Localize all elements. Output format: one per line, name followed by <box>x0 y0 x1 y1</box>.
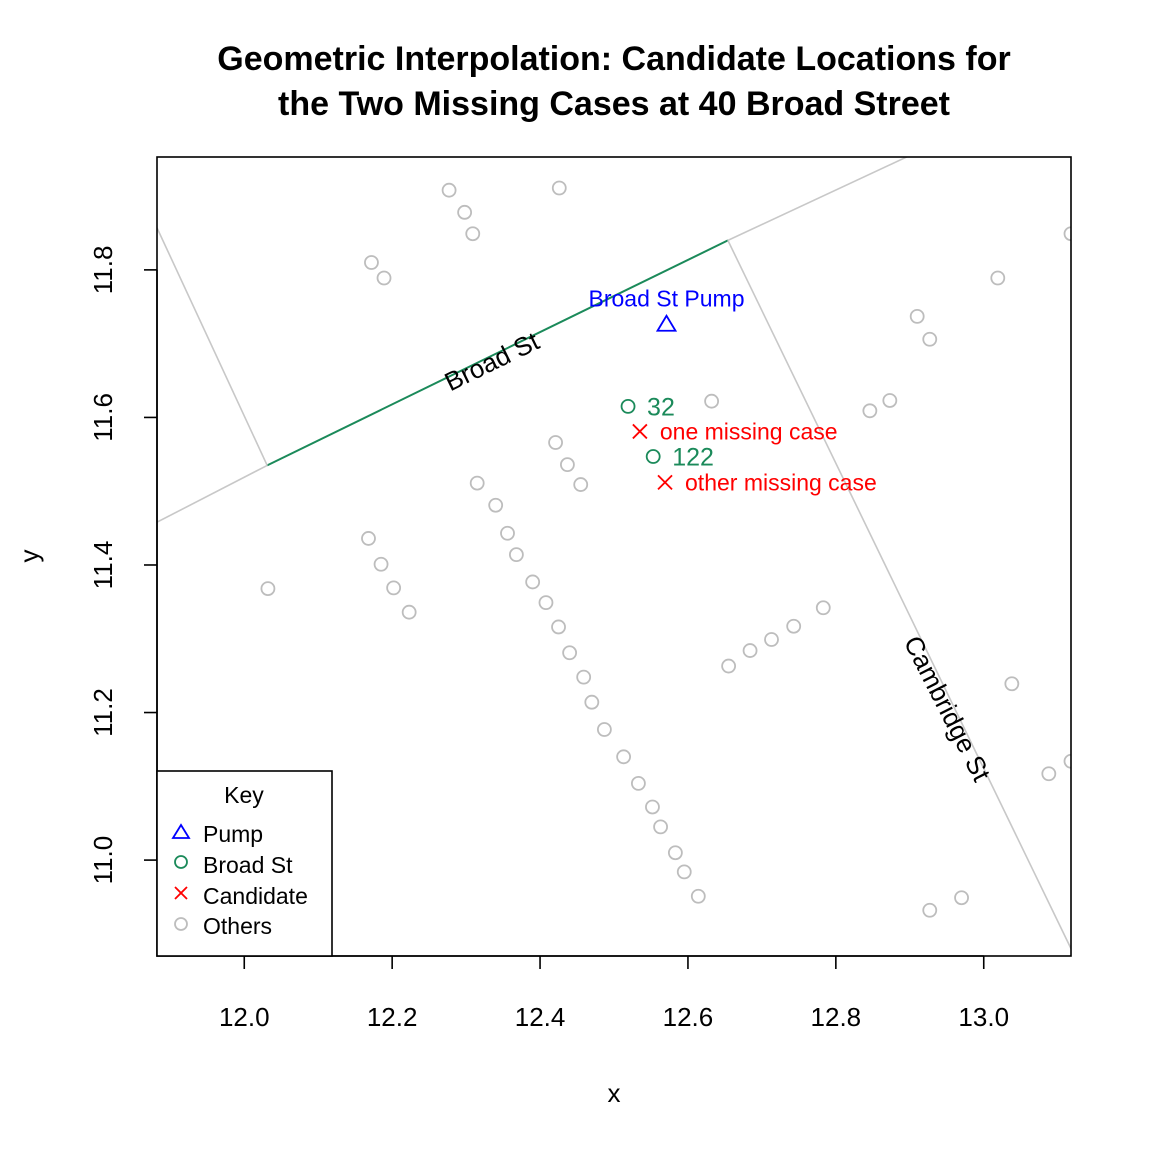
legend-title: Key <box>224 782 264 808</box>
other-case-point <box>1063 753 1071 769</box>
candidate-marker <box>632 423 648 440</box>
other-case-point <box>1041 766 1057 782</box>
other-case-point <box>631 775 646 791</box>
legend: Key Pump Broad St Candidate Others <box>156 770 333 957</box>
pump-marker <box>655 313 678 332</box>
candidate-label: other missing case <box>685 469 877 495</box>
street-segment-1 <box>157 464 268 523</box>
x-tick-label: 12.4 <box>515 1002 566 1032</box>
other-case-point <box>922 331 938 347</box>
other-case-point <box>815 600 831 616</box>
legend-entry-pump: Pump <box>203 821 263 847</box>
y-tick-label: 11.4 <box>88 541 118 590</box>
broad-st-case-point <box>620 398 636 414</box>
x-axis: 12.0 12.2 12.4 12.6 12.8 13.0 <box>219 955 1009 1032</box>
other-case-point <box>653 819 668 835</box>
other-case-point <box>525 574 541 590</box>
other-case-point <box>562 645 578 661</box>
other-case-point <box>954 890 969 906</box>
legend-broad-st-icon <box>174 855 188 869</box>
x-tick-label: 12.8 <box>811 1002 862 1032</box>
other-case-point <box>596 722 612 737</box>
pump-label: Broad St Pump <box>589 286 745 312</box>
broad-st-case-point <box>645 449 661 464</box>
other-case-point <box>538 595 554 611</box>
y-tick-label: 11.2 <box>88 688 118 737</box>
legend-candidate-icon <box>174 886 188 900</box>
other-case-point <box>676 864 692 880</box>
x-tick-label: 13.0 <box>958 1002 1009 1032</box>
other-case-point <box>364 255 379 270</box>
other-case-point <box>742 643 758 658</box>
other-case-point <box>386 580 402 596</box>
candidate-label: one missing case <box>660 418 838 444</box>
x-tick-label: 12.2 <box>367 1002 418 1032</box>
y-axis-label: y <box>14 550 44 563</box>
other-case-point <box>882 393 898 408</box>
other-case-point <box>401 604 417 620</box>
street-segment-3 <box>157 227 268 466</box>
x-tick-label: 12.0 <box>219 1002 270 1032</box>
other-case-point <box>922 902 938 918</box>
y-tick-label: 11.8 <box>88 246 118 295</box>
legend-pump-icon <box>171 823 191 839</box>
legend-entry-candidate: Candidate <box>203 883 308 909</box>
y-axis: 11.0 11.2 11.4 11.6 11.8 <box>88 246 158 885</box>
other-case-point <box>576 669 592 685</box>
other-case-point <box>260 581 276 596</box>
chart-title-line-2: the Two Missing Cases at 40 Broad Street <box>278 85 950 123</box>
x-axis-label: x <box>608 1078 621 1108</box>
other-case-point <box>465 226 481 242</box>
other-case-point <box>551 619 566 635</box>
other-case-point <box>616 749 632 765</box>
other-case-point <box>584 694 600 710</box>
others-layer <box>260 180 1071 918</box>
other-case-point <box>862 403 878 419</box>
other-case-point <box>690 888 706 904</box>
other-case-point <box>548 435 563 450</box>
other-case-point <box>500 525 515 541</box>
street-segment-4 <box>727 240 1071 949</box>
chart-title-line-1: Geometric Interpolation: Candidate Locat… <box>217 40 1010 78</box>
other-case-point <box>645 799 660 815</box>
legend-others-icon <box>174 917 188 931</box>
other-case-point <box>704 393 720 409</box>
street-label-1: Cambridge St <box>898 631 997 787</box>
other-case-point <box>764 632 779 647</box>
other-case-point <box>990 270 1006 286</box>
legend-entry-broad-st: Broad St <box>203 852 293 878</box>
other-case-point <box>457 204 473 220</box>
street-segment-0 <box>266 239 729 467</box>
broad-st-case-label: 122 <box>672 444 714 472</box>
other-case-point <box>786 618 802 634</box>
y-tick-label: 11.6 <box>88 393 118 442</box>
other-case-point <box>1004 676 1020 692</box>
other-case-point <box>373 556 389 572</box>
candidate-marker <box>657 474 673 490</box>
broad-st-case-label: 32 <box>647 393 675 421</box>
other-case-point <box>508 547 524 563</box>
other-case-point <box>560 457 575 473</box>
other-case-point <box>469 475 485 491</box>
legend-entry-others: Others <box>203 913 272 939</box>
other-case-point <box>441 182 457 198</box>
other-case-point <box>721 658 737 674</box>
other-case-point <box>1063 226 1071 242</box>
other-case-point <box>551 180 567 196</box>
other-case-point <box>361 531 376 546</box>
other-case-point <box>573 477 589 492</box>
street-segment-2 <box>727 157 909 242</box>
x-tick-label: 12.6 <box>663 1002 714 1032</box>
other-case-point <box>667 845 683 861</box>
other-case-point <box>376 270 392 286</box>
street-label-0: Broad St <box>440 325 545 397</box>
y-tick-label: 11.0 <box>88 836 118 885</box>
streets-layer <box>157 157 1071 949</box>
other-case-point <box>909 308 925 324</box>
other-case-point <box>488 497 504 513</box>
